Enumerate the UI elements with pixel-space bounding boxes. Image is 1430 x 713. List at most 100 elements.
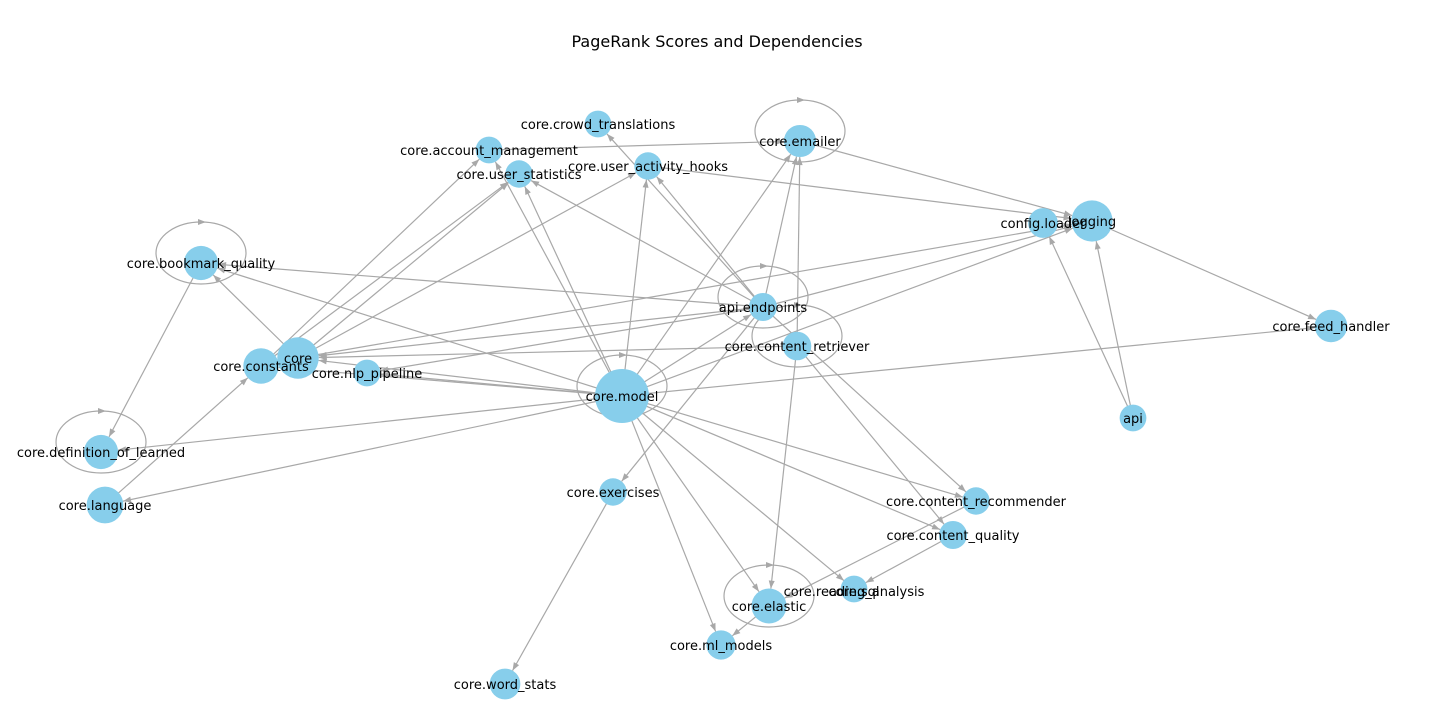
node-label-core-exercises: core.exercises	[567, 486, 660, 501]
node-core-ml-models	[706, 630, 736, 660]
edge-core-model-to-core-nlp-pipeline	[380, 371, 623, 397]
node-core-user-statistics	[505, 160, 533, 188]
node-label-core: core	[284, 352, 312, 367]
edge-api-endpoints-to-core-emailer	[762, 156, 798, 308]
node-api	[1119, 404, 1147, 432]
node-core-constants	[243, 348, 279, 384]
node-label-core-crowd-translations: core.crowd_translations	[521, 118, 676, 133]
node-core-account-management	[475, 136, 503, 164]
node-label-core-user-statistics: core.user_statistics	[456, 168, 581, 183]
node-core-content-quality	[938, 520, 968, 550]
labels-layer: core.model core logging core.language core.c…	[17, 118, 1390, 693]
edge-core-model-to-core-language	[122, 395, 623, 503]
node-label-core-user-activity-hooks: core.user_activity_hooks	[568, 160, 728, 175]
edge-core-model-to-core-sql	[621, 395, 845, 582]
edge-api-endpoints-to-core-user-statistics	[530, 180, 764, 308]
edge-core-model-to-logging	[621, 227, 1073, 397]
edge-core-model-to-core-definition-of-learned	[117, 395, 623, 453]
edge-core-model-to-core-bookmark-quality	[217, 267, 623, 397]
edge-api-endpoints-to-logging	[762, 225, 1073, 308]
node-core-definition-of-learned	[83, 434, 119, 470]
edge-api-to-config-loader	[1048, 236, 1134, 419]
edge-api-endpoints-to-core-user-activity-hooks	[656, 176, 764, 308]
graph-title: PageRank Scores and Dependencies	[571, 32, 862, 51]
node-core-word-stats	[489, 668, 521, 700]
node-label-core-sql: core.sql	[829, 585, 880, 600]
node-core-feed-handler	[1314, 309, 1348, 343]
edge-core-user-activity-hooks-to-logging	[647, 165, 1072, 221]
node-logging	[1071, 200, 1113, 242]
edge-api-endpoints-to-core	[318, 306, 764, 358]
edge-api-endpoints-to-core-exercises	[621, 306, 764, 482]
node-label-core-word-stats: core.word_stats	[454, 678, 557, 693]
edge-core-exercises-to-core-word-stats	[512, 491, 614, 671]
edge-core-model-to-core-emailer	[621, 153, 792, 397]
edge-core-definition-of-learned-to-core-definition-of-learned	[55, 408, 147, 474]
node-core-content-retriever	[782, 331, 812, 361]
node-label-core-emailer: core.emailer	[759, 135, 841, 150]
node-core-emailer	[783, 124, 817, 158]
edge-core-bookmark-quality-to-core-definition-of-learned	[108, 262, 202, 438]
node-core-exercises	[599, 478, 627, 506]
edge-core-model-to-core-account-management	[494, 161, 623, 397]
node-core-bookmark-quality	[183, 245, 219, 281]
edge-api-endpoints-to-core-bookmark-quality	[218, 261, 764, 308]
node-label-core-model: core.model	[586, 390, 659, 405]
edge-core-content-retriever-to-core-emailer	[796, 157, 803, 347]
edge-api-endpoints-to-core-nlp-pipeline	[380, 306, 764, 373]
node-core	[277, 337, 319, 379]
edge-core-content-retriever-to-core	[318, 345, 798, 361]
edge-core-model-to-core-user-statistics	[524, 186, 623, 397]
edge-core-constants-to-core-account-management	[260, 158, 480, 367]
node-label-core-bookmark-quality: core.bookmark_quality	[127, 257, 276, 272]
edge-core-emailer-to-logging	[799, 140, 1073, 217]
edge-core-content-retriever-to-core-content-quality	[796, 345, 945, 525]
edges-layer	[55, 97, 1317, 671]
edge-core-model-to-core-user-activity-hooks	[621, 179, 649, 397]
node-api-endpoints	[748, 292, 778, 322]
node-core-crowd-translations	[584, 110, 612, 138]
node-label-core-content-quality: core.content_quality	[886, 529, 1019, 544]
nodes-layer	[83, 110, 1348, 700]
node-core-model	[595, 369, 649, 423]
edge-core-bookmark-quality-to-core-bookmark-quality	[155, 219, 247, 285]
edge-core-model-to-core-ml-models	[621, 395, 717, 632]
node-label-core-reading-analysis: core.reading_analysis	[784, 585, 925, 600]
node-config-loader	[1028, 208, 1058, 238]
node-label-core-constants: core.constants	[213, 360, 309, 375]
edge-core-content-quality-to-core-reading-analysis	[865, 534, 954, 584]
node-label-core-account-management: core.account_management	[400, 144, 578, 159]
node-label-core-feed-handler: core.feed_handler	[1272, 320, 1390, 335]
edge-core-account-management-to-core-emailer	[488, 138, 784, 151]
edge-core-model-to-core-feed-handler	[621, 325, 1315, 397]
edge-api-to-logging	[1094, 241, 1134, 419]
edge-core-model-to-core-content-quality	[621, 395, 941, 531]
node-label-api: api	[1123, 412, 1143, 427]
node-label-api-endpoints: api.endpoints	[719, 301, 808, 316]
node-label-core-language: core.language	[59, 499, 152, 514]
edge-core-content-retriever-to-core-elastic	[768, 345, 798, 589]
edge-logging-to-core-feed-handler	[1091, 220, 1317, 321]
node-core-elastic	[751, 588, 787, 624]
edge-api-endpoints-to-api-endpoints	[717, 263, 809, 329]
edge-core-constants-to-core-user-statistics	[260, 181, 509, 367]
node-core-nlp-pipeline	[353, 359, 381, 387]
node-core-sql	[840, 575, 868, 603]
edge-core-content-recommender-to-core-elastic	[784, 500, 977, 599]
edge-core-elastic-to-core-elastic	[723, 562, 815, 628]
edge-core-to-logging	[297, 222, 1072, 359]
node-core-language	[86, 486, 124, 524]
edge-core-content-retriever-to-core-content-retriever	[751, 302, 843, 368]
node-label-core-definition-of-learned: core.definition_of_learned	[17, 446, 185, 461]
node-label-logging: logging	[1068, 215, 1116, 230]
edge-core-model-to-core-elastic	[621, 395, 760, 593]
node-core-content-recommender	[962, 487, 990, 515]
edge-core-language-to-core-constants	[104, 377, 249, 506]
edge-core-emailer-to-core-emailer	[754, 97, 846, 163]
node-label-core-elastic: core.elastic	[732, 600, 807, 615]
node-label-core-content-recommender: core.content_recommender	[886, 495, 1067, 510]
edge-core-to-core-user-activity-hooks	[297, 172, 637, 359]
node-core-user-activity-hooks	[634, 152, 662, 180]
node-label-config-loader: config.loader	[1000, 217, 1086, 232]
